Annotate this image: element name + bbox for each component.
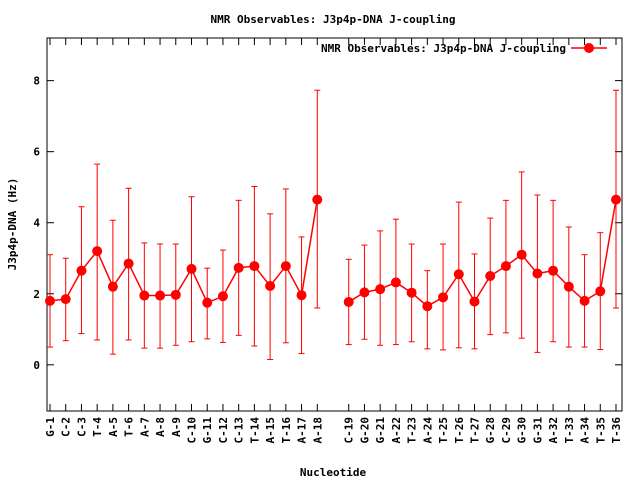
x-tick-label: C-2 xyxy=(60,417,73,437)
data-point xyxy=(170,289,181,300)
legend-marker-swatch xyxy=(584,43,594,53)
data-point xyxy=(422,301,433,312)
data-point xyxy=(438,292,449,303)
x-tick-label: T-36 xyxy=(610,417,623,444)
data-point xyxy=(123,258,134,269)
data-point xyxy=(202,297,213,308)
x-tick-label: G-20 xyxy=(358,417,371,444)
x-tick-label: T-27 xyxy=(469,417,482,444)
x-tick-label: A-18 xyxy=(311,417,324,444)
x-tick-label: A-22 xyxy=(390,417,403,444)
x-axis-label: Nucleotide xyxy=(300,466,367,479)
x-tick-label: G-1 xyxy=(44,417,57,437)
series-points xyxy=(45,194,621,312)
plot-frame xyxy=(46,37,623,412)
x-tick-label: T-23 xyxy=(406,417,419,444)
x-tick-label: A-32 xyxy=(547,417,560,444)
y-axis: 0 2 4 6 8 xyxy=(33,75,622,372)
data-point xyxy=(532,268,543,279)
data-point xyxy=(343,296,354,307)
y-tick-label: 2 xyxy=(33,288,40,301)
y-tick-label: 8 xyxy=(33,75,40,88)
x-tick-label: A-9 xyxy=(170,417,183,437)
data-point xyxy=(453,269,464,280)
data-point xyxy=(233,262,244,273)
x-tick-label: A-15 xyxy=(264,417,277,444)
data-point xyxy=(595,286,606,297)
x-tick-label: C-13 xyxy=(233,417,246,444)
data-point xyxy=(375,284,386,295)
data-point xyxy=(579,295,590,306)
data-point xyxy=(469,296,480,307)
x-tick-label: T-33 xyxy=(563,417,576,444)
chart-title: NMR Observables: J3p4p-DNA J-coupling xyxy=(210,13,455,26)
data-point xyxy=(548,265,559,276)
y-axis-label: J3p4p-DNA (Hz) xyxy=(6,178,19,271)
x-tick-label: A-8 xyxy=(154,417,167,437)
data-point xyxy=(139,290,150,301)
data-point xyxy=(611,194,621,205)
series-segment xyxy=(49,199,319,304)
x-tick-label: G-21 xyxy=(374,417,387,444)
x-tick-label: C-12 xyxy=(217,417,230,444)
data-point xyxy=(390,277,401,288)
x-tick-label: C-19 xyxy=(343,417,356,444)
x-tick-label: T-35 xyxy=(594,417,607,444)
x-tick-label: T-4 xyxy=(91,417,104,437)
x-tick-label: T-25 xyxy=(437,417,450,444)
y-tick-label: 4 xyxy=(33,217,40,230)
data-point xyxy=(406,287,417,298)
x-tick-label: C-10 xyxy=(186,417,199,444)
x-tick-label: A-5 xyxy=(107,417,120,437)
data-point xyxy=(296,290,307,301)
data-point xyxy=(92,246,103,257)
x-tick-label: T-26 xyxy=(453,417,466,444)
x-tick-label: C-29 xyxy=(500,417,513,444)
data-point xyxy=(485,271,496,282)
data-point xyxy=(516,249,527,260)
data-point xyxy=(280,261,291,272)
data-point xyxy=(249,261,260,272)
data-point xyxy=(186,263,197,274)
x-tick-label: A-34 xyxy=(579,417,592,444)
x-tick-label: G-30 xyxy=(516,417,529,444)
y-tick-label: 6 xyxy=(33,146,40,159)
x-tick-label: T-14 xyxy=(248,417,261,444)
data-point xyxy=(563,281,574,292)
error-bars xyxy=(47,89,619,360)
data-point xyxy=(155,290,166,301)
x-tick-label: T-16 xyxy=(280,417,293,444)
data-point xyxy=(45,295,55,306)
data-point xyxy=(265,280,276,291)
x-tick-label: G-11 xyxy=(201,417,214,444)
x-tick-label: A-24 xyxy=(421,417,434,444)
x-tick-label: A-7 xyxy=(138,417,151,437)
series-line xyxy=(49,199,617,308)
data-point xyxy=(76,265,87,276)
legend-label: NMR Observables: J3p4p-DNA J-coupling xyxy=(321,42,566,55)
x-tick-label: A-17 xyxy=(296,417,309,444)
data-point xyxy=(60,294,71,305)
x-tick-label: C-3 xyxy=(75,417,88,437)
data-point xyxy=(359,287,370,298)
series-segment xyxy=(348,199,617,308)
data-point xyxy=(500,261,511,272)
data-point xyxy=(312,194,323,205)
legend: NMR Observables: J3p4p-DNA J-coupling xyxy=(321,42,607,55)
x-tick-label: G-28 xyxy=(484,417,497,444)
x-tick-label: G-31 xyxy=(531,417,544,444)
x-axis: G-1 C-2 C-3 T-4 A-5 T-6 A-7 A-8 A-9 C-10 G-11 C-12 C… xyxy=(44,38,623,444)
data-point xyxy=(107,281,118,292)
data-point xyxy=(217,291,228,302)
x-tick-label: T-6 xyxy=(123,417,136,437)
y-tick-label: 0 xyxy=(33,359,40,372)
